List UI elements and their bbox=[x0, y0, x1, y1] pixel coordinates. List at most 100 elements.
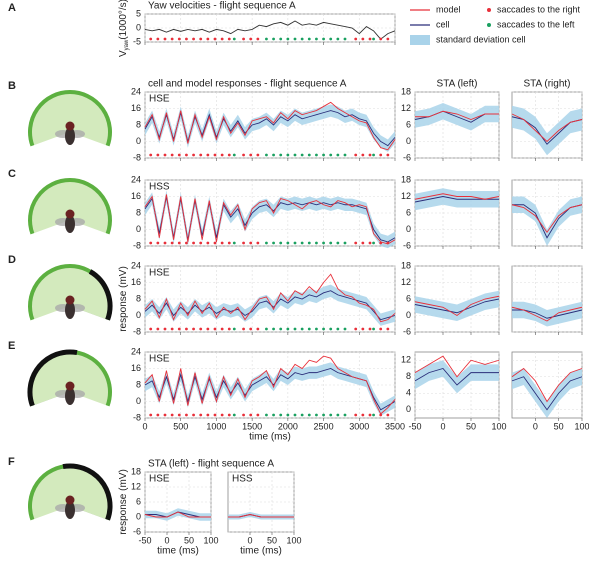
saccade-marker bbox=[265, 327, 268, 331]
saccade-marker bbox=[300, 327, 304, 331]
saccade-marker bbox=[213, 413, 217, 417]
y-axis-label-part: response (mV) bbox=[118, 266, 129, 332]
saccade-marker bbox=[361, 37, 365, 41]
fly-icon bbox=[28, 178, 112, 236]
saccade-marker bbox=[220, 37, 224, 41]
x-tick-label: 3500 bbox=[385, 421, 405, 431]
legend-label: saccades to the left bbox=[497, 19, 575, 29]
saccade-marker bbox=[293, 413, 297, 417]
saccade-marker bbox=[386, 327, 390, 331]
legend-label: standard deviation cell bbox=[436, 34, 526, 44]
y-tick-label: 0 bbox=[406, 404, 411, 414]
x-tick-label: 0 bbox=[440, 421, 445, 431]
panel-label: C bbox=[8, 168, 16, 180]
y-tick-label: 0 bbox=[136, 22, 141, 32]
saccade-marker bbox=[307, 153, 311, 157]
saccade-marker bbox=[227, 241, 231, 245]
saccade-marker bbox=[361, 241, 365, 245]
saccade-marker bbox=[286, 153, 290, 157]
y-axis-label: response (mV) bbox=[118, 469, 129, 535]
saccade-marker bbox=[199, 413, 203, 417]
saccade-marker bbox=[372, 413, 375, 417]
x-tick-label: 2500 bbox=[314, 421, 334, 431]
y-tick-label: 6 bbox=[406, 293, 411, 303]
saccade-marker bbox=[329, 153, 333, 157]
y-tick-label: 0 bbox=[136, 396, 141, 406]
saccade-marker bbox=[265, 413, 268, 417]
x-tick-label: 100 bbox=[286, 535, 301, 545]
saccade-marker bbox=[354, 241, 358, 245]
series-line bbox=[144, 101, 396, 151]
saccade-marker bbox=[213, 153, 217, 157]
saccade-marker bbox=[336, 37, 340, 41]
saccade-marker bbox=[232, 241, 236, 245]
y-tick-label: 18 bbox=[131, 466, 141, 476]
saccade-marker bbox=[343, 327, 347, 331]
saccade-marker bbox=[386, 153, 390, 157]
y-axis-label-part: (1000°/s) bbox=[118, 0, 129, 40]
saccade-marker bbox=[354, 37, 358, 41]
y-tick-label: 24 bbox=[131, 260, 141, 270]
saccade-marker bbox=[149, 153, 153, 157]
legend-swatch bbox=[487, 23, 491, 27]
saccade-marker bbox=[293, 37, 297, 41]
saccade-marker bbox=[315, 327, 318, 331]
x-tick-label: 100 bbox=[574, 421, 589, 431]
saccade-marker bbox=[170, 241, 174, 245]
series-line bbox=[144, 355, 396, 415]
x-axis-label: time (ms) bbox=[249, 432, 291, 443]
saccade-marker bbox=[368, 413, 372, 417]
sd-band bbox=[512, 105, 582, 156]
saccade-marker bbox=[249, 413, 253, 417]
y-tick-label: 16 bbox=[131, 277, 141, 287]
saccade-marker bbox=[199, 241, 203, 245]
saccade-marker bbox=[149, 413, 153, 417]
saccade-marker bbox=[272, 327, 275, 331]
saccade-marker bbox=[354, 153, 358, 157]
sd-band bbox=[228, 512, 294, 520]
saccade-marker bbox=[372, 153, 375, 157]
sd-band bbox=[145, 284, 395, 326]
saccade-marker bbox=[213, 241, 217, 245]
saccade-marker bbox=[177, 327, 181, 331]
saccade-marker bbox=[386, 37, 390, 41]
saccade-marker bbox=[368, 153, 372, 157]
saccade-marker bbox=[368, 241, 372, 245]
saccade-marker bbox=[232, 413, 236, 417]
y-tick-label: 0 bbox=[406, 136, 411, 146]
saccade-marker bbox=[232, 327, 236, 331]
trace-label: HSE bbox=[149, 474, 170, 485]
saccade-marker bbox=[272, 37, 275, 41]
saccade-marker bbox=[242, 241, 245, 245]
saccade-marker bbox=[256, 413, 260, 417]
saccade-marker bbox=[386, 413, 390, 417]
y-tick-label: 16 bbox=[131, 191, 141, 201]
chart-title: STA (right) bbox=[523, 79, 570, 90]
saccade-marker bbox=[279, 241, 283, 245]
series-line bbox=[414, 298, 500, 314]
x-tick-label: 1500 bbox=[242, 421, 262, 431]
saccade-marker bbox=[379, 153, 383, 157]
saccade-marker bbox=[293, 153, 297, 157]
saccade-marker bbox=[220, 327, 224, 331]
y-tick-label: 8 bbox=[136, 207, 141, 217]
saccade-marker bbox=[307, 413, 311, 417]
saccade-marker bbox=[249, 37, 253, 41]
saccade-marker bbox=[156, 153, 160, 157]
series-line bbox=[414, 355, 500, 378]
saccade-marker bbox=[286, 37, 290, 41]
chart-title: Yaw velocities - flight sequence A bbox=[148, 1, 296, 12]
y-tick-label: -6 bbox=[133, 526, 141, 536]
y-tick-label: 12 bbox=[401, 277, 411, 287]
trace-label: HSS bbox=[149, 182, 170, 193]
saccade-marker bbox=[177, 153, 181, 157]
saccade-marker bbox=[227, 37, 231, 41]
series-line bbox=[228, 514, 294, 518]
y-tick-label: -6 bbox=[403, 240, 411, 250]
saccade-marker bbox=[293, 241, 297, 245]
legend-label: cell bbox=[436, 19, 450, 29]
y-tick-label: 16 bbox=[131, 103, 141, 113]
x-tick-label: 50 bbox=[267, 535, 277, 545]
saccade-marker bbox=[361, 413, 365, 417]
saccade-marker bbox=[192, 153, 195, 157]
